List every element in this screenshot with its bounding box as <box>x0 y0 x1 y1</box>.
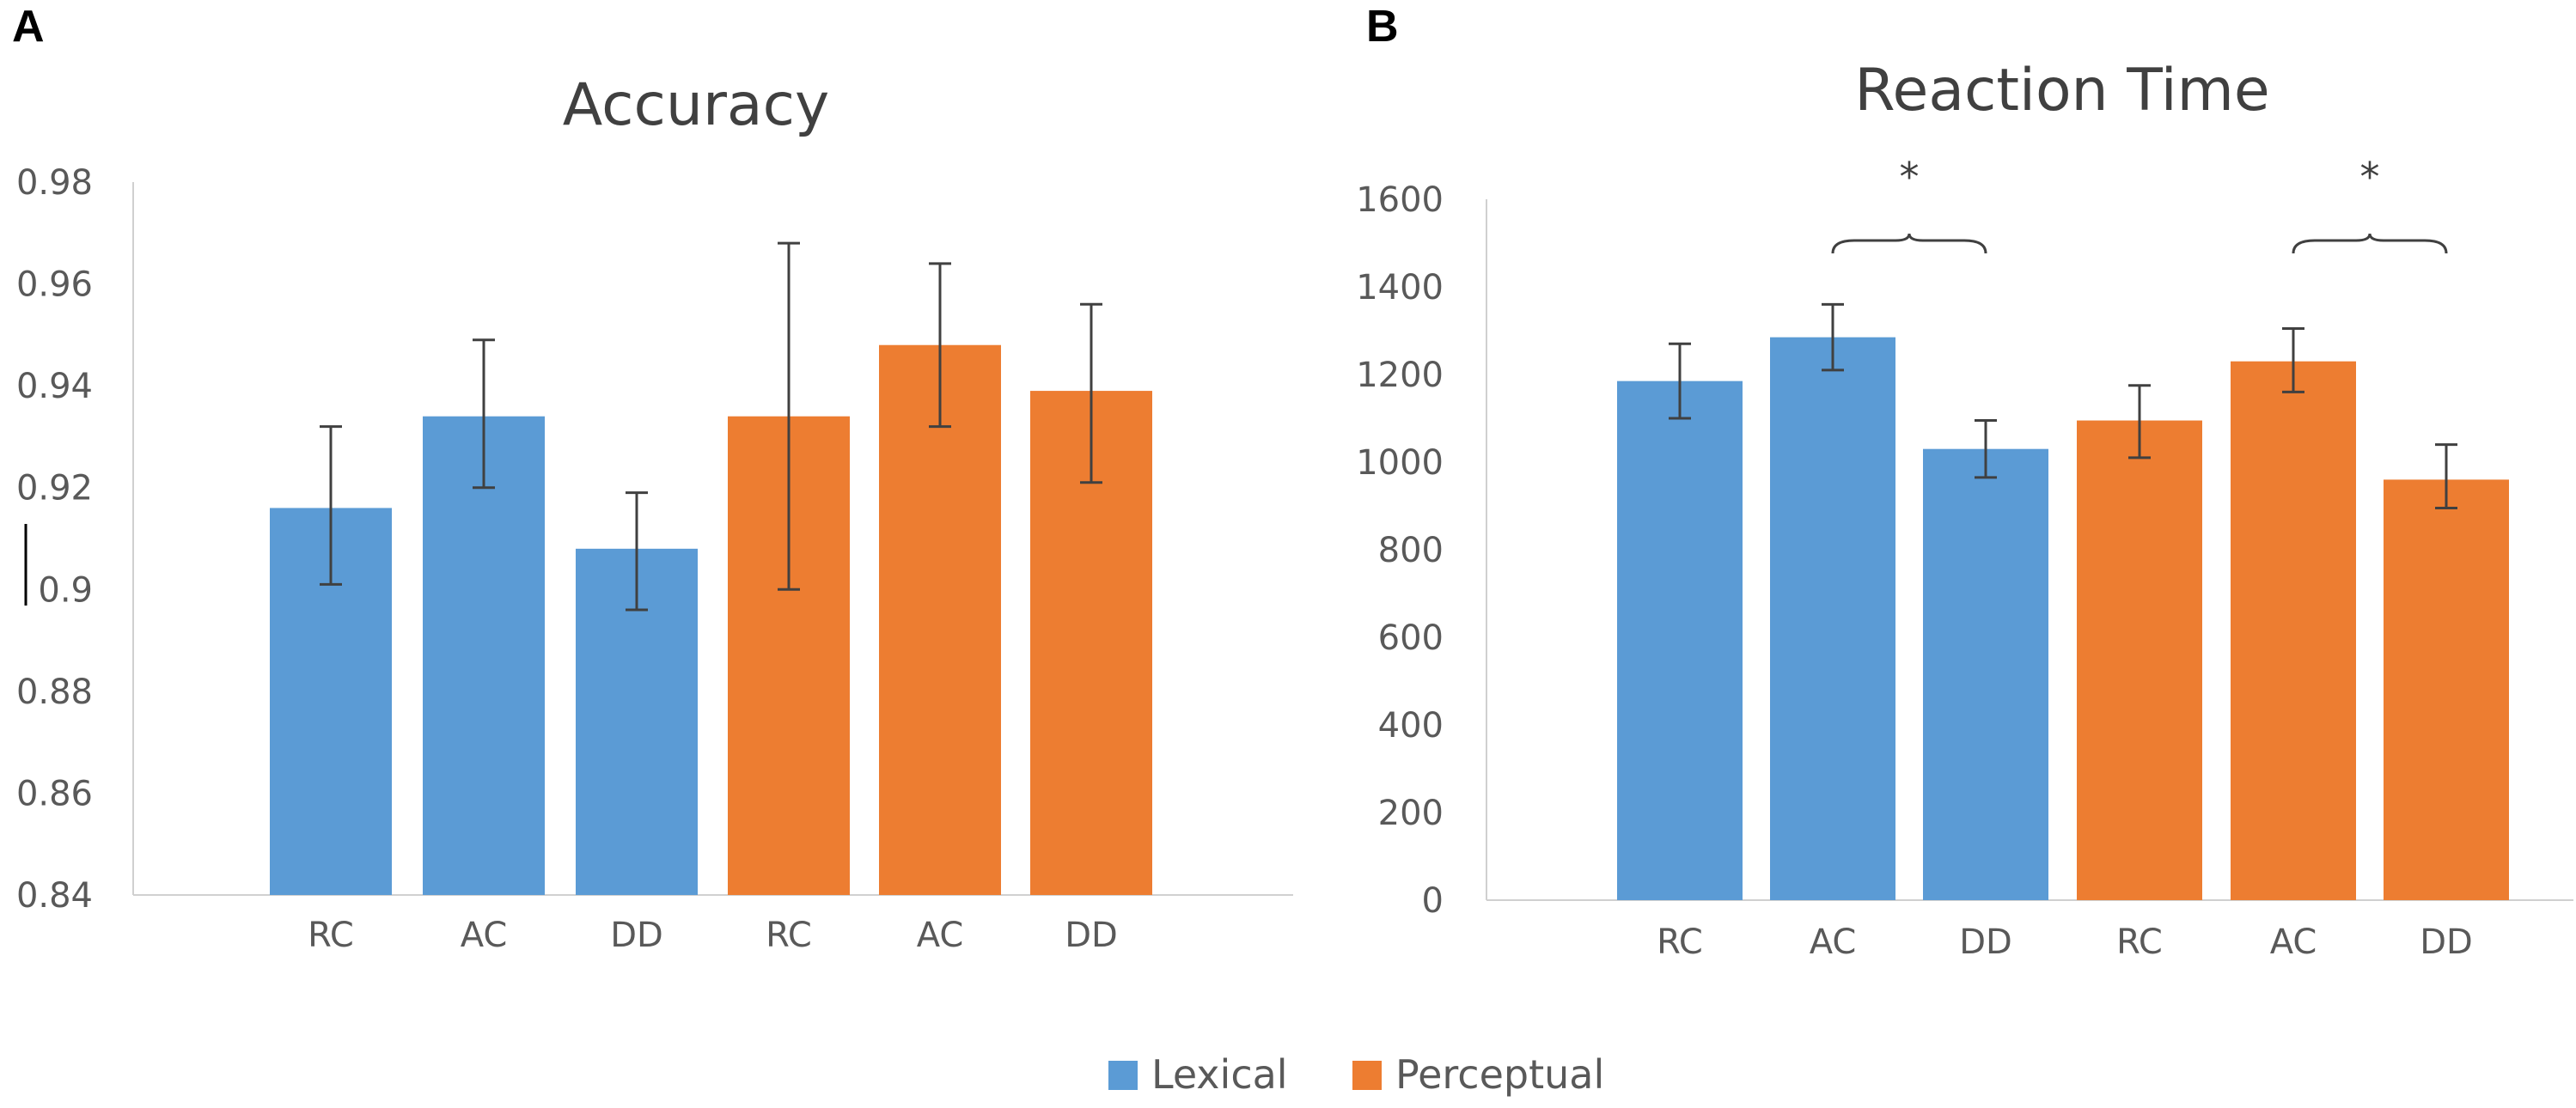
reaction-time-significance-star: * <box>2360 154 2380 200</box>
legend: Lexical Perceptual <box>1108 1051 1604 1098</box>
accuracy-y-tick-label: 0.98 <box>16 163 93 203</box>
reaction-time-error-bar <box>1975 419 1997 479</box>
reaction-time-bar-lexical-dd <box>1923 448 2048 900</box>
reaction-time-error-bar <box>1822 302 1844 372</box>
reaction-time-y-tick-label: 0 <box>1422 881 1444 921</box>
accuracy-error-bar <box>626 491 648 612</box>
reaction-time-y-tick-label: 1600 <box>1356 180 1444 220</box>
reaction-time-significance: * * <box>1831 154 2448 254</box>
reaction-time-bar-perceptual-ac <box>2231 361 2356 900</box>
reaction-time-bar-perceptual-rc <box>2077 420 2202 900</box>
accuracy-y-tick-label: 0.86 <box>16 774 93 813</box>
accuracy-category-label: AC <box>461 916 508 955</box>
accuracy-y-tick-label: 0.9 <box>38 570 93 610</box>
panel-letter-a: A <box>12 2 45 52</box>
accuracy-category-label: AC <box>917 916 964 955</box>
reaction-time-y-tick-label: 600 <box>1378 618 1444 658</box>
accuracy-chart-title: Accuracy <box>563 71 829 139</box>
reaction-time-bar-perceptual-dd <box>2384 479 2509 900</box>
reaction-time-bar-lexical-rc <box>1617 380 1743 900</box>
reaction-time-x-axis: RC AC DD RC AC DD <box>1657 922 2473 962</box>
accuracy-bar-perceptual-ac <box>879 344 1001 895</box>
accuracy-y-tick-label: 0.94 <box>16 367 93 406</box>
reaction-time-y-tick-label: 800 <box>1378 531 1444 570</box>
accuracy-category-label: DD <box>610 916 663 955</box>
reaction-time-y-tick-label: 1200 <box>1356 356 1444 395</box>
accuracy-y-tick-label: 0.88 <box>16 673 93 712</box>
accuracy-error-bar <box>929 262 951 429</box>
accuracy-y-tick-label: 0.92 <box>16 469 93 508</box>
accuracy-error-bar <box>320 425 342 586</box>
accuracy-error-bar <box>473 338 495 490</box>
accuracy-y-tick-label: 0.84 <box>16 876 93 916</box>
reaction-time-bar-lexical-ac <box>1770 337 1895 900</box>
accuracy-bar-lexical-ac <box>423 416 545 895</box>
reaction-time-category-label: DD <box>1959 922 2012 962</box>
accuracy-category-label: RC <box>766 916 812 955</box>
reaction-time-category-label: RC <box>1657 922 1703 962</box>
reaction-time-significance-brace <box>1831 233 1987 254</box>
reaction-time-category-label: AC <box>2270 922 2317 962</box>
accuracy-chart: Accuracy 0.84 0.86 0.88 0.9 0.92 0.94 0.96 0.98… <box>16 71 1293 955</box>
reaction-time-y-tick-label: 200 <box>1378 794 1444 833</box>
reaction-time-y-tick-label: 400 <box>1378 706 1444 746</box>
accuracy-error-bar <box>778 241 800 591</box>
reaction-time-significance-brace <box>2292 233 2448 254</box>
reaction-time-category-label: AC <box>1810 922 1857 962</box>
accuracy-error-bar <box>1080 302 1102 484</box>
accuracy-y-tick-label: 0.96 <box>16 265 93 305</box>
accuracy-y-axis: 0.84 0.86 0.88 0.9 0.92 0.94 0.96 0.98 <box>16 163 1293 916</box>
accuracy-error-bars <box>320 241 1102 612</box>
accuracy-x-axis: RC AC DD RC AC DD <box>308 916 1118 955</box>
accuracy-category-label: DD <box>1065 916 1118 955</box>
reaction-time-error-bar <box>2435 443 2457 510</box>
accuracy-category-label: RC <box>308 916 354 955</box>
reaction-time-significance-star: * <box>1900 154 1920 200</box>
reaction-time-chart: Reaction Time 0 200 400 600 800 1000 1200 1400 1… <box>1356 57 2573 962</box>
reaction-time-category-label: DD <box>2420 922 2473 962</box>
legend-swatch-lexical <box>1108 1061 1138 1090</box>
reaction-time-error-bar <box>2128 384 2151 460</box>
reaction-time-error-bars <box>1669 302 2457 510</box>
reaction-time-category-label: RC <box>2116 922 2163 962</box>
reaction-time-chart-title: Reaction Time <box>1854 57 2269 125</box>
reaction-time-error-bar <box>2282 326 2304 393</box>
reaction-time-bars <box>1617 337 2509 900</box>
legend-swatch-perceptual <box>1352 1061 1382 1090</box>
reaction-time-y-tick-label: 1000 <box>1356 443 1444 483</box>
accuracy-bars <box>270 344 1152 896</box>
reaction-time-error-bar <box>1669 342 1691 420</box>
legend-label-lexical: Lexical <box>1151 1051 1288 1098</box>
reaction-time-y-tick-label: 1400 <box>1356 268 1444 307</box>
legend-label-perceptual: Perceptual <box>1395 1051 1604 1098</box>
panel-letter-b: B <box>1366 2 1399 52</box>
